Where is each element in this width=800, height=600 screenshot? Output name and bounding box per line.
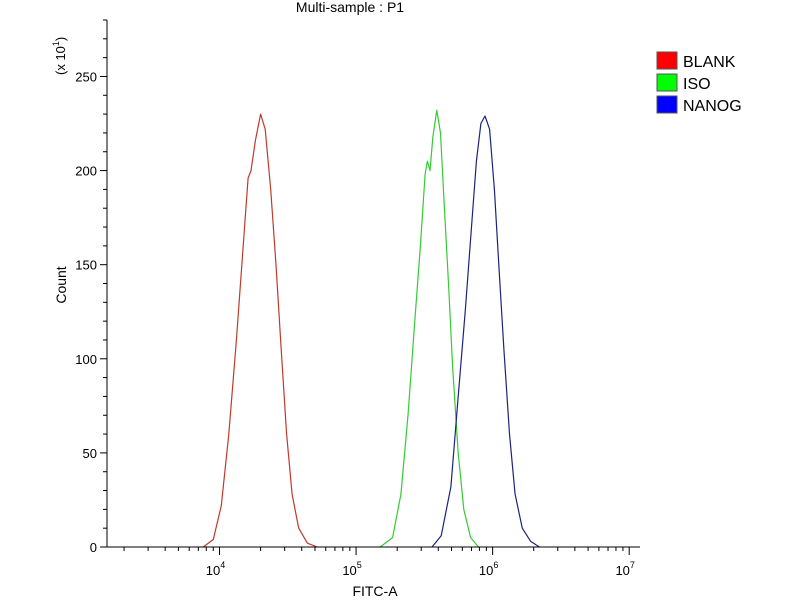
y-tick-label: 100 bbox=[75, 352, 97, 367]
x-ticks: 104 105 106 107 bbox=[123, 547, 635, 578]
y-tick-label: 0 bbox=[90, 540, 97, 555]
legend-swatch-blank bbox=[656, 51, 678, 70]
x-tick-label: 104 bbox=[206, 560, 225, 578]
legend-swatch-iso bbox=[656, 73, 678, 92]
plot-series bbox=[202, 109, 540, 548]
y-tick-label: 50 bbox=[83, 446, 97, 461]
y-multiplier-prefix: (x 10 bbox=[53, 46, 68, 75]
y-tick-label: 200 bbox=[75, 164, 97, 179]
legend: BLANK ISO NANOG bbox=[656, 51, 742, 115]
y-tick-label: 150 bbox=[75, 258, 97, 273]
y-ticks: 0 50 100 150 200 250 bbox=[75, 19, 107, 555]
series-line-blank bbox=[202, 113, 318, 548]
x-tick-label: 105 bbox=[342, 560, 361, 578]
axes bbox=[106, 20, 640, 548]
y-multiplier-suffix: ) bbox=[53, 37, 68, 41]
svg-text:(x 101): (x 101) bbox=[51, 37, 68, 75]
y-axis-label: Count bbox=[53, 266, 69, 303]
y-multiplier-exponent: 1 bbox=[51, 41, 61, 46]
x-tick-label: 106 bbox=[479, 560, 498, 578]
legend-swatch-nanog bbox=[656, 95, 678, 114]
y-tick-label: 250 bbox=[75, 69, 97, 84]
series-line-nanog bbox=[431, 115, 540, 548]
legend-label-blank: BLANK bbox=[683, 54, 736, 71]
y-multiplier: (x 101) bbox=[51, 37, 68, 75]
x-axis-label: FITC-A bbox=[352, 583, 398, 599]
legend-label-nanog: NANOG bbox=[683, 98, 742, 115]
x-tick-label: 107 bbox=[615, 560, 634, 578]
series-line-iso bbox=[379, 109, 480, 548]
chart-title: Multi-sample : P1 bbox=[296, 0, 404, 15]
legend-label-iso: ISO bbox=[683, 76, 711, 93]
